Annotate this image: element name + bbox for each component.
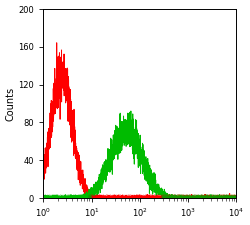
Y-axis label: Counts: Counts <box>6 86 16 121</box>
